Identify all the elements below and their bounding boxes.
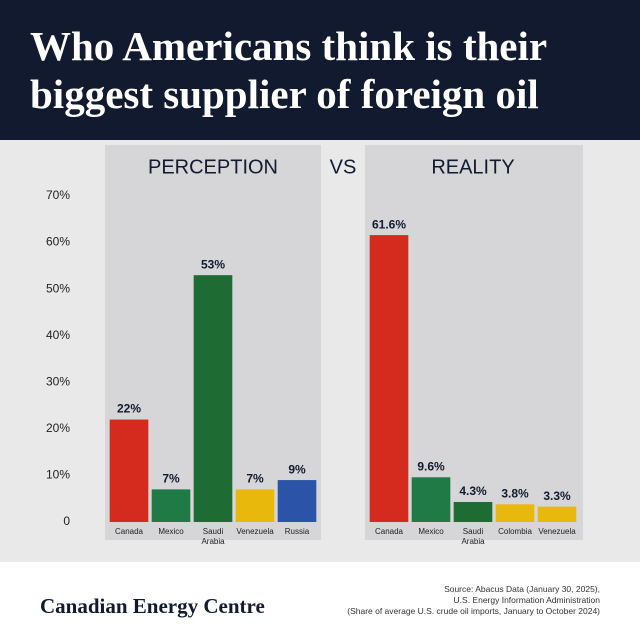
bar — [369, 235, 409, 522]
bar — [151, 489, 191, 522]
y-tick-label: 70% — [46, 188, 70, 202]
bar — [453, 501, 493, 522]
panel-title: REALITY — [431, 156, 514, 178]
x-tick-label: Mexico — [418, 527, 444, 536]
source-line: U.S. Energy Information Administration — [453, 595, 600, 605]
value-label: 9.6% — [417, 459, 445, 473]
bar — [109, 419, 149, 522]
source-line: Source: Abacus Data (January 30, 2025), — [444, 584, 600, 594]
y-tick-label: 0 — [63, 514, 70, 528]
source-line: (Share of average U.S. crude oil imports… — [347, 606, 600, 616]
y-tick-label: 60% — [46, 235, 70, 249]
x-tick-label: Venezuela — [538, 527, 576, 536]
header: Who Americans think is their biggest sup… — [0, 0, 640, 140]
x-tick-label: Canada — [374, 527, 404, 536]
value-label: 61.6% — [372, 217, 406, 231]
bar — [495, 504, 535, 522]
y-tick-label: 10% — [46, 468, 70, 482]
value-label: 7% — [246, 472, 264, 486]
y-tick-label: 40% — [46, 328, 70, 342]
value-label: 3.3% — [543, 489, 571, 503]
bar — [235, 489, 275, 522]
title: Who Americans think is their biggest sup… — [30, 23, 547, 117]
x-tick-label: Russia — [284, 527, 310, 536]
footer: Canadian Energy Centre Source: Abacus Da… — [0, 562, 640, 626]
value-label: 9% — [288, 462, 306, 476]
y-tick-label: 50% — [46, 281, 70, 295]
value-label: 22% — [117, 402, 141, 416]
x-tick-label: Canada — [114, 527, 144, 536]
brand: Canadian Energy Centre — [40, 594, 265, 618]
value-label: 4.3% — [459, 484, 487, 498]
bar — [193, 275, 233, 522]
x-tick-label: Saudi Arabia — [201, 527, 225, 546]
x-tick-label: Saudi Arabia — [461, 527, 485, 546]
value-label: 53% — [201, 257, 225, 271]
value-label: 3.8% — [501, 486, 529, 500]
bar — [537, 506, 577, 522]
y-tick-label: 30% — [46, 374, 70, 388]
bar — [277, 480, 317, 522]
y-tick-label: 20% — [46, 421, 70, 435]
vs-label: VS — [330, 156, 357, 178]
bar — [411, 477, 451, 522]
x-tick-label: Mexico — [158, 527, 184, 536]
panel-title: PERCEPTION — [148, 156, 278, 178]
value-label: 7% — [162, 472, 180, 486]
x-tick-label: Colombia — [498, 527, 532, 536]
x-tick-label: Venezuela — [236, 527, 274, 536]
source: Source: Abacus Data (January 30, 2025), U… — [347, 584, 600, 617]
